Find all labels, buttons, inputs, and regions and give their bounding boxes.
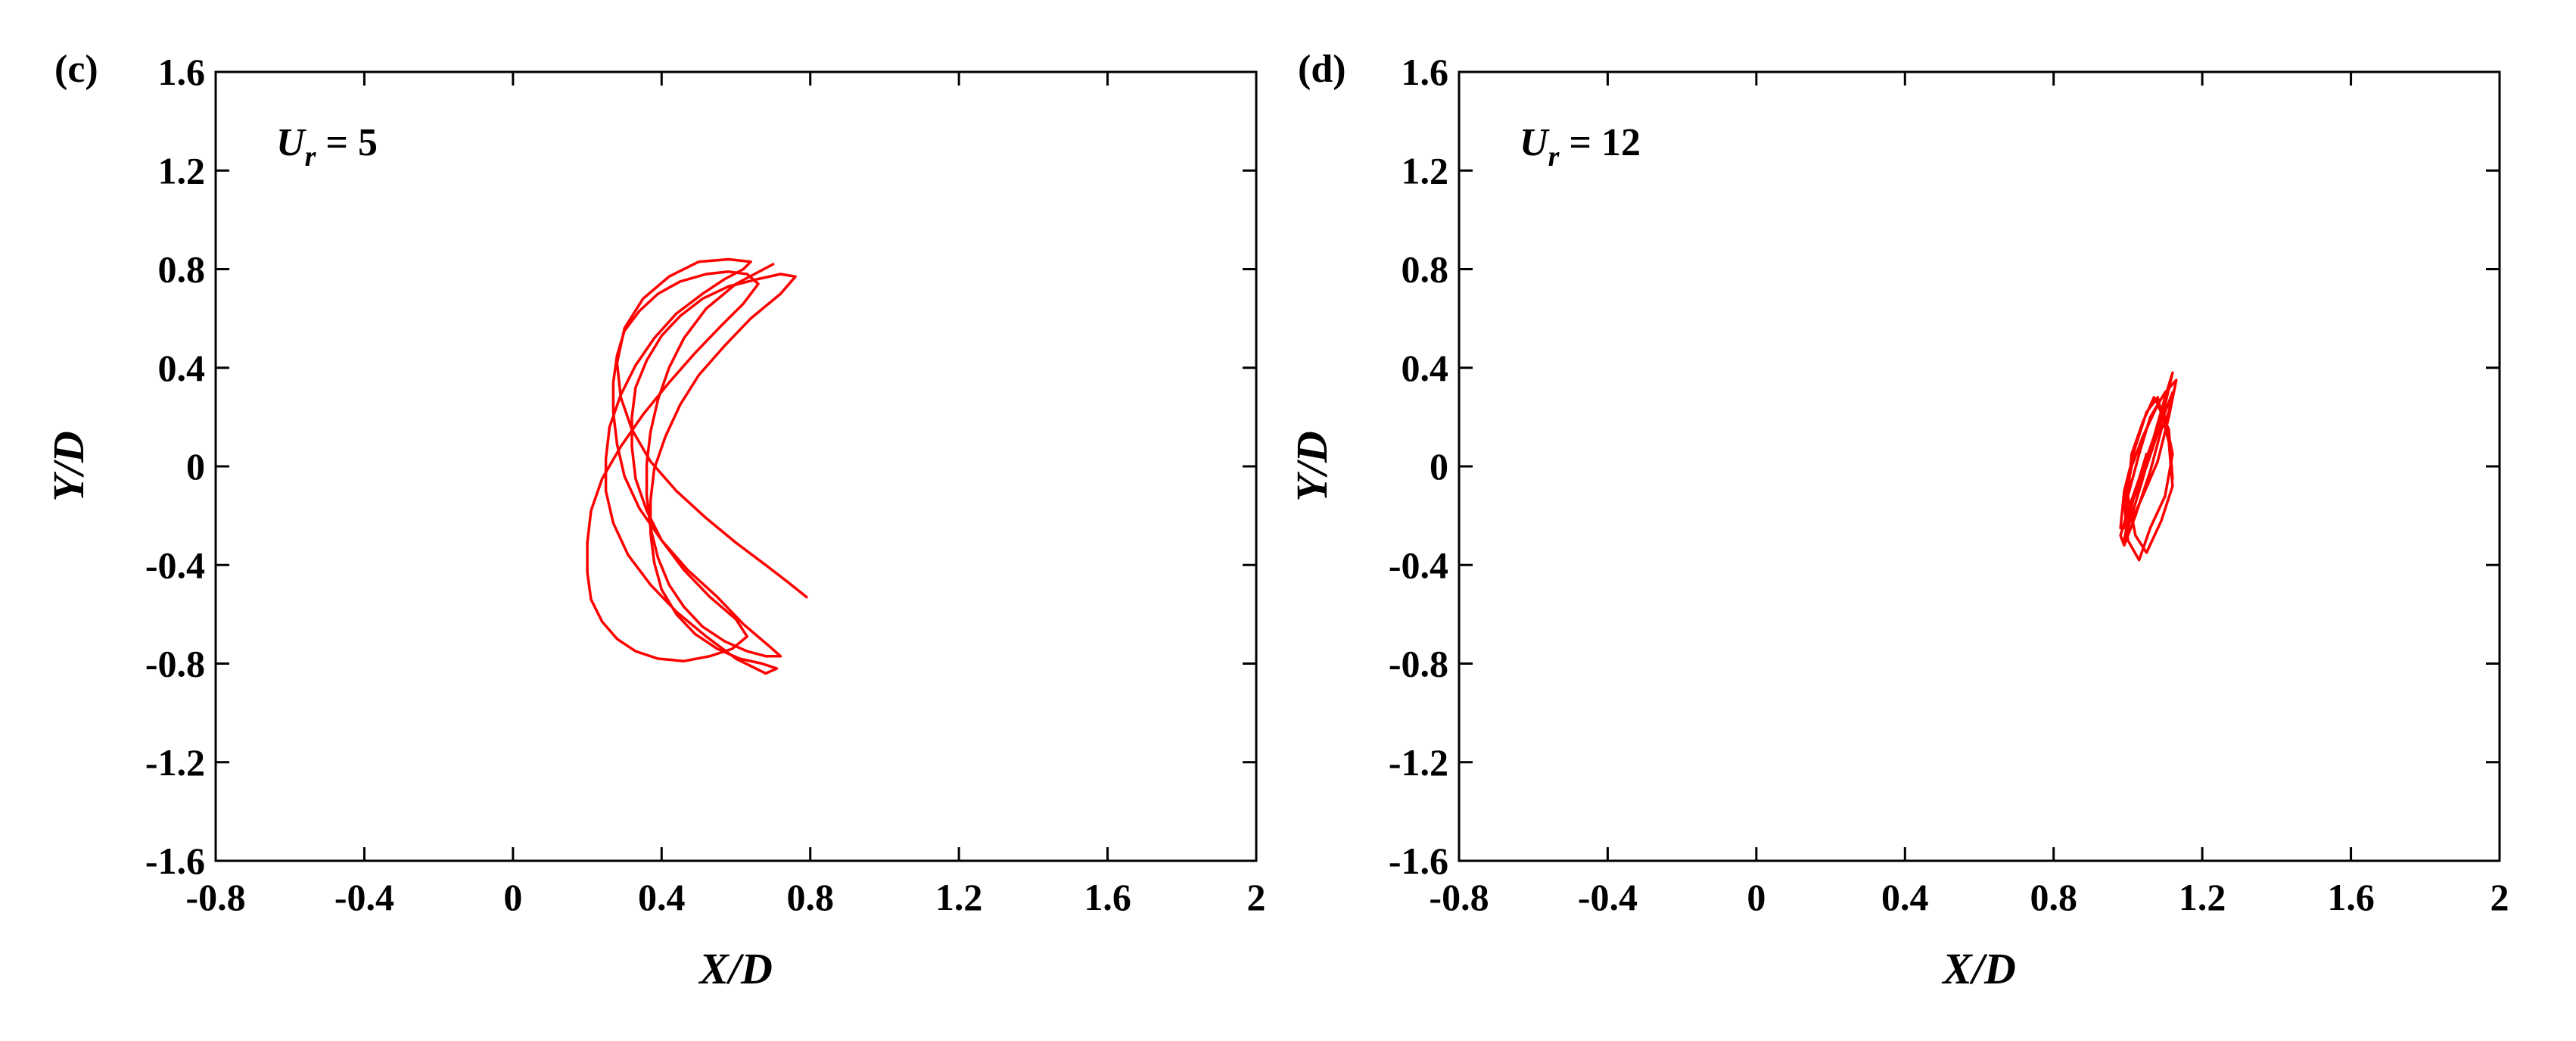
y-tick-label: 0 [1430,445,1448,488]
y-tick-label: -1.6 [145,840,205,882]
x-axis-label: X/D [698,944,773,993]
y-tick-labels: -1.6 -1.2 -0.8 -0.4 0 0.4 0.8 1.2 1.6 [1389,51,1448,882]
x-tick-label: -0.8 [185,876,245,918]
x-tick-label: -0.8 [1429,876,1489,918]
y-tick-label: 1.6 [1402,51,1449,93]
reduced-velocity-annotation: Ur = 5 [276,121,378,173]
x-tick-label: 0.4 [1881,876,1929,918]
y-tick-label: -1.6 [1389,840,1448,882]
plot-area-frame [214,70,1258,862]
panel-label: (d) [1298,48,1346,91]
x-tick-label: 1.6 [2327,876,2375,918]
x-tick-label: 2 [1247,876,1266,918]
x-axis-label: X/D [1941,944,2016,993]
y-tick-label: 0.8 [158,248,206,291]
axis-ticks [214,70,1258,862]
panel-label: (c) [54,48,98,91]
y-tick-label: -0.8 [1389,643,1448,685]
x-tick-label: -0.4 [334,876,394,918]
trajectory-line [586,257,808,675]
y-tick-label: 1.2 [158,149,206,192]
x-tick-label: 0 [1747,876,1766,918]
y-tick-labels: -1.6 -1.2 -0.8 -0.4 0 0.4 0.8 1.2 1.6 [145,51,205,882]
trajectory-line [2119,371,2178,562]
y-tick-label: 0.4 [158,347,206,389]
y-tick-label: -1.2 [145,741,205,784]
axis-ticks [1458,70,2501,862]
x-tick-label: 0.8 [2030,876,2077,918]
x-tick-labels: -0.8 -0.4 0 0.4 0.8 1.2 1.6 2 [185,876,1265,918]
x-tick-label: 2 [2490,876,2509,918]
panel-c: (c) -0.8 -0.4 0 0.4 0.8 1.2 1.6 2 -1.6-1.2-0.8-… [44,48,1266,993]
x-tick-label: 1.2 [935,876,983,918]
reduced-velocity-annotation: Ur = 12 [1520,121,1641,173]
x-tick-label: -0.4 [1578,876,1638,918]
plot-area-frame [1458,70,2501,862]
y-tick-label: 0 [186,445,205,488]
x-tick-label: 1.2 [2179,876,2226,918]
x-tick-label: 0 [503,876,522,918]
y-tick-label: -0.4 [145,544,205,586]
y-tick-label: 1.2 [1402,149,1449,192]
y-tick-label: 0.4 [1402,347,1449,389]
y-axis-label: Y/D [1287,431,1336,501]
x-tick-labels: -0.8 -0.4 0 0.4 0.8 1.2 1.6 2 [1429,876,2509,918]
y-tick-label: -0.4 [1389,544,1448,586]
y-tick-label: 0.8 [1402,248,1449,291]
panel-d: (d) -0.8 -0.4 0 0.4 0.8 1.2 1.6 2 -1.6-1.2-0.8-… [1287,48,2509,993]
y-tick-label: -1.2 [1389,741,1448,784]
y-tick-label: -0.8 [145,643,205,685]
series-group [586,257,808,675]
x-tick-label: 1.6 [1084,876,1131,918]
x-tick-label: 0.8 [786,876,834,918]
series-group [2119,371,2178,562]
x-tick-label: 0.4 [638,876,686,918]
y-axis-label: Y/D [44,431,93,501]
y-tick-label: 1.6 [158,51,206,93]
